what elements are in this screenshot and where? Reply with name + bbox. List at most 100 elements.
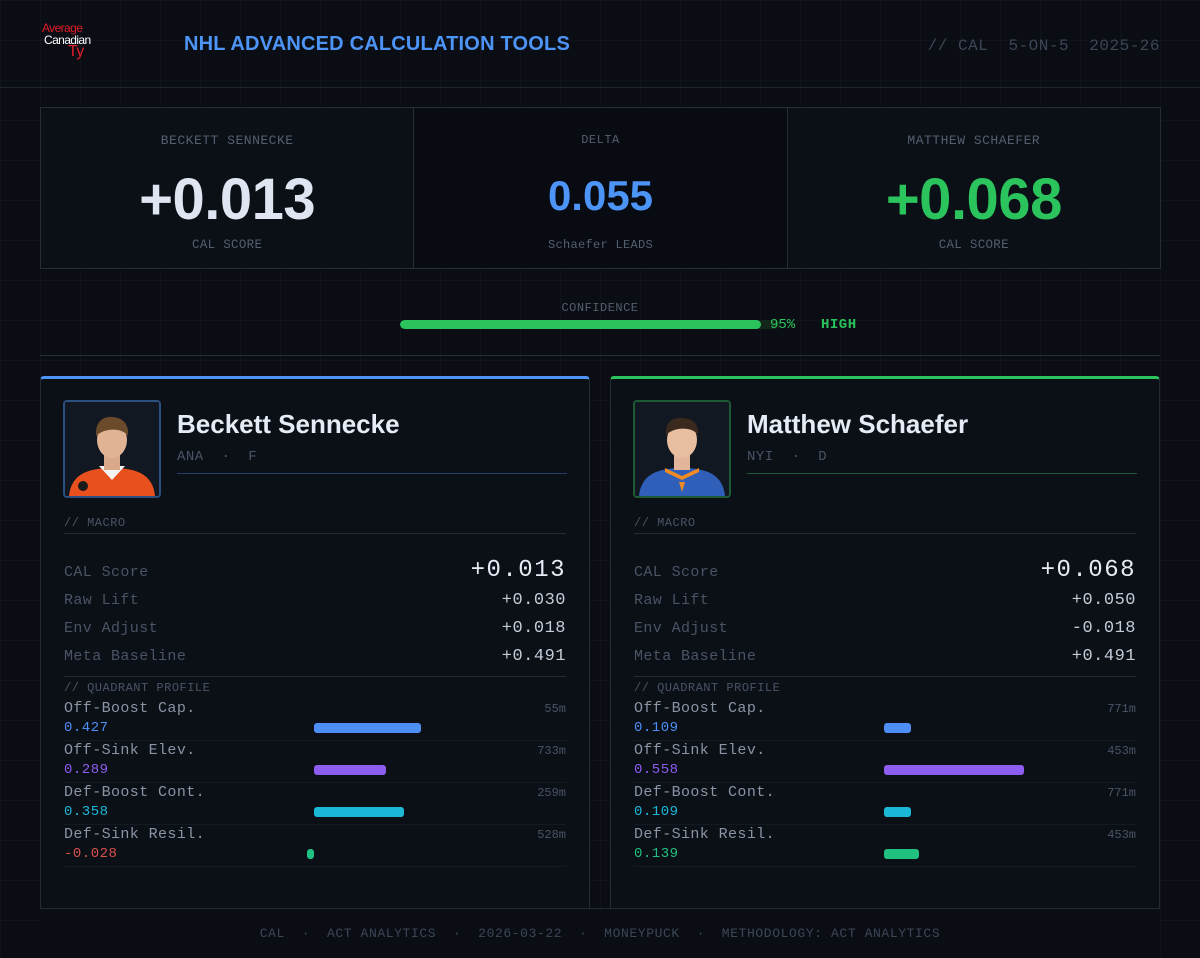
quadrant-minutes: 453m: [1107, 828, 1136, 842]
quadrant-row: Def-Boost Cont. 259m 0.358: [64, 784, 566, 826]
stat-value: +0.018: [501, 619, 566, 638]
quadrant-value: 0.358: [64, 804, 109, 820]
quadrant-minutes: 259m: [537, 786, 566, 800]
quadrant-name: Off-Boost Cap.: [634, 700, 766, 717]
score-box-delta: DELTA 0.055 Schaefer LEADS: [414, 108, 788, 268]
stat-row-env-adjust: Env Adjust -0.018: [634, 615, 1136, 639]
stat-label: CAL Score: [634, 564, 719, 581]
stat-row-raw-lift: Raw Lift +0.050: [634, 587, 1136, 611]
section-divider: [40, 355, 1160, 356]
quadrant-section-label: // QUADRANT PROFILE: [634, 681, 781, 695]
quadrant-row-rule: [64, 782, 566, 783]
name-underline: [747, 473, 1137, 474]
quadrant-bar: [314, 723, 421, 733]
quadrant-row-rule: [634, 824, 1136, 825]
delta-caption: Schaefer LEADS: [547, 238, 653, 252]
logo-line-1: Average: [42, 21, 83, 35]
macro-section-label: // MACRO: [634, 516, 696, 530]
quadrant-row: Off-Sink Elev. 453m 0.558: [634, 742, 1136, 784]
quadrant-row: Off-Boost Cap. 771m 0.109: [634, 700, 1136, 742]
stat-value: -0.018: [1071, 619, 1136, 638]
quadrant-row-rule: [634, 740, 1136, 741]
quadrant-name: Def-Sink Resil.: [64, 826, 206, 843]
stat-row-raw-lift: Raw Lift +0.030: [64, 587, 566, 611]
delta-value: 0.055: [547, 172, 654, 219]
quadrant-row-rule: [634, 866, 1136, 867]
quadrant-minutes: 528m: [537, 828, 566, 842]
name-underline: [177, 473, 567, 474]
macro-divider: [634, 533, 1136, 534]
stat-label: Meta Baseline: [64, 648, 187, 665]
stat-label: CAL Score: [64, 564, 149, 581]
quadrant-minutes: 55m: [544, 702, 566, 716]
logo-line-3: Ty: [68, 43, 84, 60]
quadrant-bar: [884, 765, 1024, 775]
quadrant-name: Off-Sink Elev.: [634, 742, 766, 759]
stat-value: +0.491: [501, 647, 566, 666]
quadrant-minutes: 771m: [1107, 786, 1136, 800]
player-photo[interactable]: [633, 400, 731, 498]
header-meta: // CAL 5-ON-5 2025-26: [927, 37, 1160, 55]
player-photo[interactable]: [63, 400, 161, 498]
player-name: Matthew Schaefer: [747, 409, 969, 439]
player-silhouette-icon: [635, 402, 729, 496]
quadrant-minutes: 453m: [1107, 744, 1136, 758]
stat-label: Env Adjust: [64, 620, 159, 637]
stat-value: +0.491: [1071, 647, 1136, 666]
quadrant-name: Def-Boost Cont.: [64, 784, 206, 801]
score-box-right: MATTHEW SCHAEFER +0.068 CAL SCORE: [787, 108, 1160, 268]
stat-row-meta-baseline: Meta Baseline +0.491: [634, 643, 1136, 667]
header-bar: Average Canadian Ty NHL ADVANCED CALCULA…: [0, 0, 1200, 88]
score-player-name: MATTHEW SCHAEFER: [907, 133, 1041, 148]
score-box-left: BECKETT SENNECKE +0.013 CAL SCORE: [41, 108, 415, 268]
confidence-percent: 95%: [770, 317, 796, 333]
quadrant-bar: [884, 807, 912, 817]
stat-row-cal-score: CAL Score +0.013: [64, 557, 566, 584]
quadrant-row: Def-Boost Cont. 771m 0.109: [634, 784, 1136, 826]
stat-row-cal-score: CAL Score +0.068: [634, 557, 1136, 584]
app-title: NHL ADVANCED CALCULATION TOOLS: [184, 33, 570, 55]
quadrant-bar: [314, 765, 387, 775]
logo-line-2: Canadian: [44, 33, 91, 47]
quadrant-row: Off-Boost Cap. 55m 0.427: [64, 700, 566, 742]
stat-value: +0.050: [1071, 591, 1136, 610]
stat-row-env-adjust: Env Adjust +0.018: [64, 615, 566, 639]
quadrant-bar: [884, 849, 919, 859]
stat-value: +0.030: [501, 591, 566, 610]
player-name: Beckett Sennecke: [177, 409, 400, 439]
score-summary: BECKETT SENNECKE +0.013 CAL SCORE DELTA …: [40, 107, 1161, 269]
player-team-position: ANA · F: [177, 449, 258, 465]
player-card-sennecke: Beckett Sennecke ANA · F // MACRO CAL Sc…: [40, 376, 590, 958]
quadrant-row-rule: [64, 740, 566, 741]
macro-section-label: // MACRO: [64, 516, 126, 530]
quadrant-value: 0.289: [64, 762, 109, 778]
stat-label: Raw Lift: [634, 592, 710, 609]
confidence-label: CONFIDENCE: [561, 301, 639, 315]
stat-value: +0.068: [1040, 557, 1136, 584]
macro-divider: [64, 533, 566, 534]
brand-logo[interactable]: Average Canadian Ty: [42, 18, 108, 68]
player-card-schaefer: Matthew Schaefer NYI · D // MACRO CAL Sc…: [610, 376, 1160, 958]
quadrant-row-rule: [64, 824, 566, 825]
quadrant-value: 0.109: [634, 720, 679, 736]
quadrant-divider: [64, 676, 566, 677]
stat-label: Meta Baseline: [634, 648, 757, 665]
score-caption: CAL SCORE: [938, 238, 1009, 252]
score-value: +0.013: [139, 167, 316, 232]
confidence-bar: [400, 320, 780, 329]
quadrant-name: Def-Sink Resil.: [634, 826, 776, 843]
quadrant-section-label: // QUADRANT PROFILE: [64, 681, 211, 695]
quadrant-name: Def-Boost Cont.: [634, 784, 776, 801]
stat-value: +0.013: [470, 557, 566, 584]
quadrant-value: 0.139: [634, 846, 679, 862]
quadrant-row: Def-Sink Resil. 453m 0.139: [634, 826, 1136, 868]
player-silhouette-icon: [65, 402, 159, 496]
quadrant-value: 0.427: [64, 720, 109, 736]
quadrant-name: Off-Boost Cap.: [64, 700, 196, 717]
quadrant-row: Off-Sink Elev. 733m 0.289: [64, 742, 566, 784]
quadrant-value: -0.028: [64, 846, 118, 862]
quadrant-name: Off-Sink Elev.: [64, 742, 196, 759]
quadrant-divider: [634, 676, 1136, 677]
player-team-position: NYI · D: [747, 449, 828, 465]
footer: CAL · ACT ANALYTICS · 2026-03-22 · MONEY…: [40, 908, 1160, 958]
